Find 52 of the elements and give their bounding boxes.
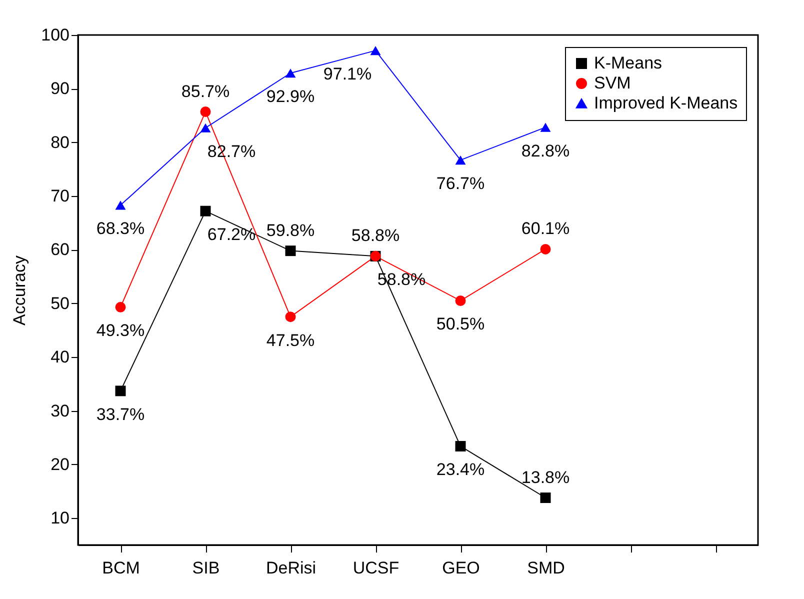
point xyxy=(200,123,211,132)
y-tick-label: 70 xyxy=(50,186,70,206)
data-label: 33.7% xyxy=(96,404,145,424)
point xyxy=(285,246,296,256)
data-label: 68.3% xyxy=(96,219,145,238)
point xyxy=(115,302,126,312)
point xyxy=(540,244,551,254)
y-tick-label: 80 xyxy=(50,132,70,152)
data-label: 23.4% xyxy=(436,460,485,480)
data-label: 60.1% xyxy=(521,219,570,238)
y-tick-label: 30 xyxy=(50,401,70,420)
data-label: 47.5% xyxy=(266,330,315,350)
x-tick-label: SIB xyxy=(192,558,220,578)
point xyxy=(370,46,381,56)
data-label: 82.8% xyxy=(521,141,570,160)
y-tick-label: 40 xyxy=(50,348,70,367)
data-label: 58.8% xyxy=(351,226,400,246)
point xyxy=(455,440,466,452)
y-tick-label: 60 xyxy=(50,240,70,260)
y-tick-label: 100 xyxy=(41,26,70,44)
point xyxy=(455,296,466,306)
data-label: 76.7% xyxy=(436,174,485,194)
data-label: 97.1% xyxy=(323,64,372,84)
point xyxy=(285,68,296,78)
y-axis-title: Accuracy xyxy=(10,255,30,326)
x-tick-label: BCM xyxy=(102,558,140,578)
x-tick-label: UCSF xyxy=(352,558,400,578)
y-tick-label: 90 xyxy=(50,79,70,98)
data-label: 50.5% xyxy=(436,314,485,334)
point xyxy=(115,386,126,396)
x-tick-label: SMD xyxy=(527,558,565,578)
y-tick-label: 20 xyxy=(50,454,70,474)
data-label: 67.2% xyxy=(207,225,256,244)
legend-label: Improved K-Means xyxy=(594,94,738,112)
data-label: 59.8% xyxy=(266,220,315,240)
point xyxy=(540,122,551,132)
point xyxy=(285,312,296,322)
legend-label: K-Means xyxy=(594,54,662,72)
data-label: 85.7% xyxy=(181,82,230,101)
data-label: 92.9% xyxy=(266,87,315,106)
data-label: 13.8% xyxy=(521,468,570,487)
point xyxy=(200,106,211,117)
x-tick-label: GEO xyxy=(442,558,480,578)
point xyxy=(115,200,126,210)
point xyxy=(455,156,466,165)
point xyxy=(200,206,211,216)
legend-label: SVM xyxy=(594,74,631,92)
point xyxy=(540,492,551,503)
data-label: 49.3% xyxy=(96,321,145,340)
y-tick-label: 50 xyxy=(50,294,70,313)
y-tick-label: 10 xyxy=(50,508,70,528)
x-tick-label: DeRisi xyxy=(266,558,316,578)
